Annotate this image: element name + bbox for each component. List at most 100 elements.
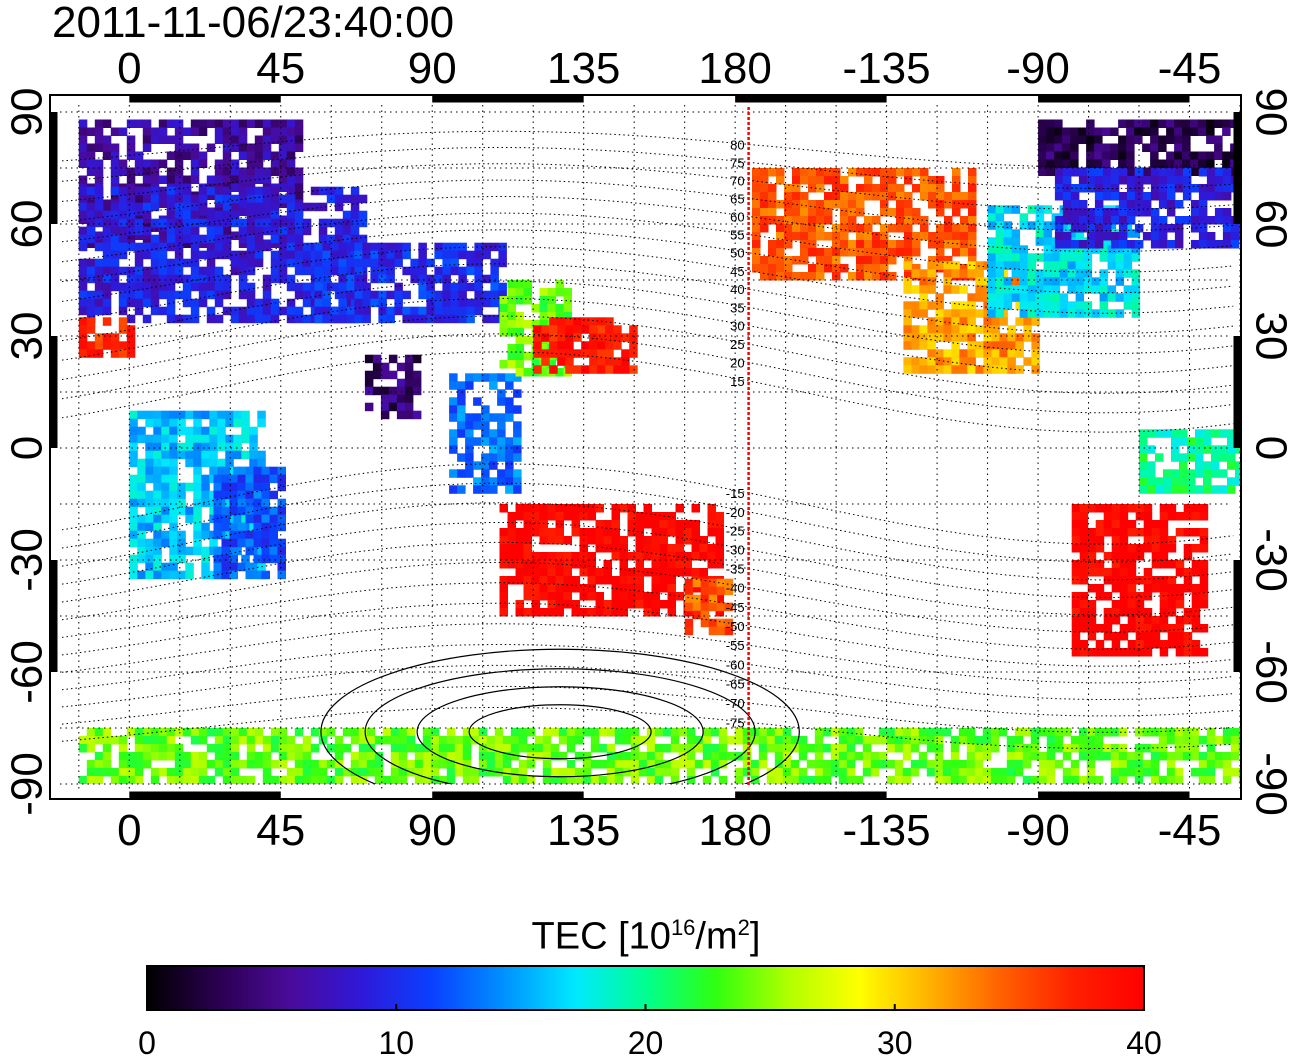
tec-cell bbox=[278, 127, 288, 136]
tec-cell bbox=[951, 261, 960, 270]
tec-cell bbox=[903, 309, 912, 318]
tec-cell bbox=[1043, 253, 1053, 262]
tec-cell bbox=[846, 760, 856, 769]
tec-cell bbox=[523, 288, 532, 297]
tec-cell bbox=[102, 226, 112, 236]
tec-cell bbox=[936, 248, 945, 257]
tec-cell bbox=[126, 768, 136, 777]
tec-cell bbox=[1158, 232, 1168, 241]
tec-cell bbox=[995, 221, 1005, 230]
tec-cell bbox=[206, 760, 216, 769]
tec-cell bbox=[150, 744, 160, 753]
tec-cell bbox=[1143, 584, 1153, 593]
tec-cell bbox=[800, 248, 809, 257]
tec-cell bbox=[198, 127, 208, 136]
tec-cell bbox=[912, 168, 921, 177]
tec-cell bbox=[442, 298, 451, 308]
tec-cell bbox=[354, 314, 363, 324]
tec-cell bbox=[185, 546, 194, 556]
tec-cell bbox=[760, 264, 769, 273]
tec-cell bbox=[134, 744, 144, 753]
y-tick-label-right: -60 bbox=[1246, 640, 1292, 704]
tec-cell bbox=[1119, 528, 1129, 537]
tec-cell bbox=[374, 736, 384, 745]
tec-cell bbox=[630, 744, 640, 753]
tec-cell bbox=[1071, 592, 1081, 601]
tec-cell bbox=[358, 752, 368, 761]
tec-cell bbox=[507, 288, 516, 297]
tec-cell bbox=[245, 530, 254, 540]
tec-cell bbox=[1043, 293, 1053, 302]
tec-cell bbox=[206, 290, 216, 300]
tec-cell bbox=[654, 768, 664, 777]
tec-cell bbox=[342, 194, 352, 204]
tec-cell bbox=[1038, 752, 1048, 761]
tec-cell bbox=[462, 728, 472, 737]
tec-cell bbox=[846, 728, 856, 737]
tec-cell bbox=[595, 520, 604, 529]
tec-cell bbox=[595, 544, 604, 553]
tec-cell bbox=[346, 290, 355, 300]
tec-cell bbox=[539, 296, 548, 305]
tec-cell bbox=[1046, 760, 1056, 769]
tec-cell bbox=[1135, 648, 1145, 657]
tec-cell bbox=[910, 744, 920, 753]
tec-cell bbox=[277, 474, 286, 484]
tec-cell bbox=[510, 728, 520, 737]
tec-cell bbox=[1075, 285, 1085, 294]
tec-cell bbox=[394, 306, 403, 316]
tec-cell bbox=[286, 258, 296, 268]
tec-cell bbox=[414, 752, 424, 761]
tec-cell bbox=[1206, 119, 1215, 128]
tec-cell bbox=[1174, 200, 1184, 209]
tec-cell bbox=[507, 536, 516, 545]
tec-cell bbox=[253, 530, 262, 540]
tec-cell bbox=[286, 135, 296, 144]
tec-cell bbox=[278, 760, 288, 769]
tec-cell bbox=[1094, 143, 1103, 152]
tec-cell bbox=[667, 544, 676, 553]
tec-cell bbox=[927, 341, 936, 350]
tec-cell bbox=[481, 413, 490, 422]
tec-cell bbox=[213, 530, 222, 540]
tec-cell bbox=[294, 226, 304, 236]
tec-cell bbox=[86, 349, 96, 358]
tec-cell bbox=[699, 544, 708, 553]
tec-cell bbox=[598, 760, 608, 769]
tec-cell bbox=[557, 333, 566, 342]
tec-cell bbox=[896, 168, 905, 177]
tec-cell bbox=[565, 341, 574, 350]
tec-cell bbox=[1015, 349, 1024, 358]
tec-cell bbox=[1214, 143, 1223, 152]
tec-cell bbox=[386, 266, 395, 276]
tec-cell bbox=[1191, 640, 1201, 649]
tec-cell bbox=[209, 410, 218, 420]
tec-cell bbox=[134, 167, 144, 176]
tec-cell bbox=[1222, 168, 1232, 177]
tec-cell bbox=[286, 282, 296, 292]
tec-cell bbox=[86, 186, 96, 196]
tec-cell bbox=[598, 776, 608, 784]
tec-cell bbox=[742, 752, 752, 761]
tec-cell bbox=[129, 442, 138, 452]
tec-cell bbox=[927, 333, 936, 342]
tec-cell bbox=[222, 290, 232, 300]
tec-cell bbox=[102, 274, 112, 284]
tec-cell bbox=[222, 234, 232, 244]
tec-cell bbox=[277, 506, 286, 516]
tec-cell bbox=[1171, 469, 1180, 478]
tec-cell bbox=[1115, 261, 1125, 270]
tec-cell bbox=[960, 200, 969, 209]
tec-cell bbox=[926, 744, 936, 753]
tec-cell bbox=[515, 512, 524, 521]
tec-cell bbox=[358, 234, 368, 244]
contour-label: -65 bbox=[726, 677, 745, 692]
tec-cell bbox=[78, 127, 88, 136]
tec-cell bbox=[950, 768, 960, 777]
tec-cell bbox=[590, 760, 600, 769]
tec-cell bbox=[667, 512, 676, 521]
tec-cell bbox=[975, 293, 984, 302]
colorbar-tick-label: 20 bbox=[628, 1025, 664, 1057]
tec-cell bbox=[358, 274, 368, 284]
colorbar-title-suffix: ] bbox=[749, 915, 761, 958]
